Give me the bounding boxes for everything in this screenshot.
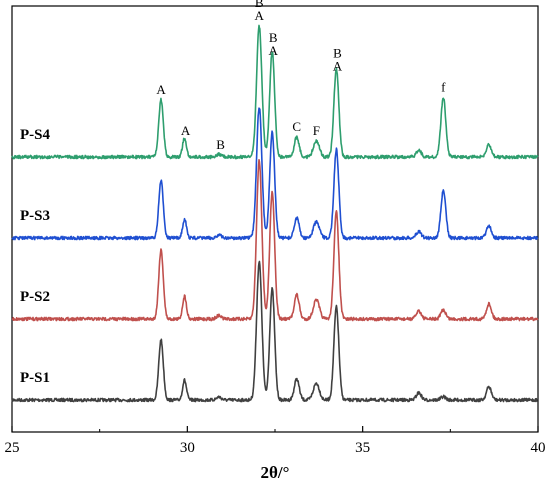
x-tick-label: 30 bbox=[180, 440, 195, 456]
series-line-p-s1 bbox=[11, 260, 539, 403]
peak-annotation: A bbox=[269, 43, 279, 58]
x-axis-title: 2θ/° bbox=[261, 463, 290, 482]
series-label: P-S2 bbox=[20, 289, 50, 305]
x-tick-label: 40 bbox=[531, 440, 546, 456]
peak-annotation: B bbox=[255, 0, 264, 10]
x-tick-label: 25 bbox=[5, 440, 20, 456]
peak-annotation: A bbox=[255, 8, 265, 23]
x-axis-ticks: 25 30 35 40 bbox=[5, 426, 546, 456]
peak-annotation: C bbox=[292, 119, 301, 134]
peak-annotation: A bbox=[156, 82, 166, 97]
peak-annotation: F bbox=[313, 123, 320, 138]
series-label: P-S3 bbox=[20, 208, 50, 224]
series-curves bbox=[11, 24, 539, 403]
peak-annotation: B bbox=[269, 30, 278, 45]
series-label: P-S1 bbox=[20, 370, 50, 386]
plot-border bbox=[11, 5, 539, 433]
x-tick-label: 35 bbox=[355, 440, 370, 456]
series-label: P-S4 bbox=[20, 127, 51, 143]
peak-annotation: A bbox=[181, 123, 191, 138]
peak-annotation: B bbox=[216, 137, 225, 152]
peak-annotation: A bbox=[333, 58, 343, 73]
series-line-p-s3 bbox=[11, 107, 539, 241]
series-line-p-s4 bbox=[11, 24, 539, 160]
series-labels: P-S1 P-S2 P-S3 P-S4 bbox=[20, 127, 51, 386]
plot-frame bbox=[11, 5, 539, 433]
peak-annotation: B bbox=[333, 45, 342, 60]
series-line-p-s2 bbox=[11, 159, 539, 322]
peak-annotation: f bbox=[441, 79, 446, 94]
